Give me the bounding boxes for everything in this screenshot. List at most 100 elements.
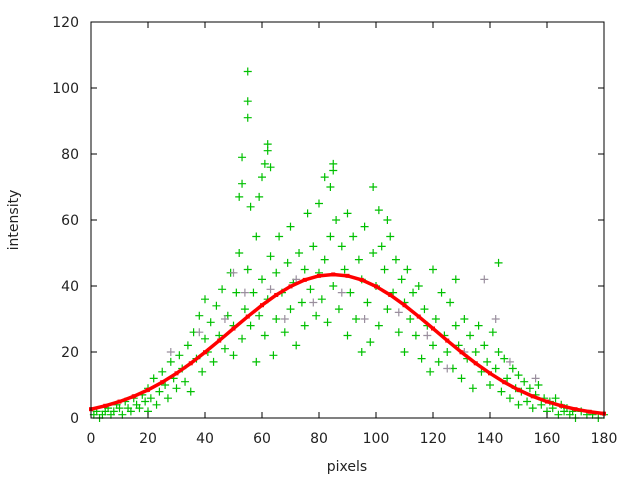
scatter-point xyxy=(480,341,489,350)
scatter-point xyxy=(446,298,455,307)
scatter-point xyxy=(514,400,523,409)
scatter-point xyxy=(360,315,369,323)
scatter-point xyxy=(525,384,534,393)
scatter-point xyxy=(260,331,269,340)
scatter-point xyxy=(357,348,366,356)
fit-point xyxy=(103,403,108,408)
scatter-point xyxy=(474,321,483,330)
fit-point xyxy=(317,273,321,278)
scatter-point xyxy=(317,295,326,304)
scatter-point xyxy=(466,331,475,340)
scatter-point xyxy=(397,275,406,284)
fit-point xyxy=(502,380,507,385)
scatter-point xyxy=(126,407,135,416)
scatter-point xyxy=(377,242,386,251)
fit-point xyxy=(431,326,435,331)
x-tick-label: 140 xyxy=(477,431,504,447)
scatter-point xyxy=(158,367,167,376)
data-layer xyxy=(89,67,608,422)
y-tick-label: 60 xyxy=(61,213,79,229)
y-axis-label: intensity xyxy=(6,190,22,251)
scatter-point xyxy=(343,331,352,340)
scatter-point xyxy=(374,206,383,215)
scatter-point xyxy=(468,384,477,393)
scatter-point xyxy=(243,265,252,274)
scatter-point xyxy=(272,268,281,277)
scatter-point xyxy=(400,348,409,356)
scatter-point xyxy=(292,341,301,350)
scatter-point xyxy=(218,285,227,294)
scatter-point xyxy=(386,232,395,241)
scatter-point xyxy=(423,331,432,340)
scatter-point xyxy=(374,321,383,330)
scatter-point xyxy=(417,354,426,363)
scatter-point xyxy=(369,249,378,257)
scatter-point xyxy=(514,371,523,380)
scatter-point xyxy=(166,348,175,356)
scatter-point xyxy=(323,318,332,327)
scatter-point xyxy=(286,305,295,314)
scatter-point xyxy=(198,367,207,376)
scatter-point xyxy=(346,288,355,297)
scatter-point xyxy=(426,367,435,376)
ticks xyxy=(90,21,605,419)
fit-point xyxy=(302,277,307,282)
scatter-point xyxy=(548,404,557,413)
scatter-point xyxy=(334,305,343,314)
scatter-point xyxy=(366,338,375,347)
fit-point xyxy=(473,361,478,366)
scatter-point xyxy=(369,183,378,191)
scatter-point xyxy=(471,348,480,356)
scatter-point xyxy=(283,258,292,267)
scatter-point xyxy=(109,407,118,416)
fit-point xyxy=(260,303,264,308)
scatter-point xyxy=(337,288,346,297)
scatter-point xyxy=(272,315,281,323)
scatter-point xyxy=(451,321,460,330)
x-tick-label: 40 xyxy=(196,431,214,447)
scatter-point xyxy=(149,374,158,383)
fit-point xyxy=(160,380,165,385)
fit-point xyxy=(174,371,179,376)
scatter-point xyxy=(297,298,306,307)
scatter-point xyxy=(118,410,127,419)
scatter-point xyxy=(303,209,312,218)
scatter-point xyxy=(135,404,144,413)
scatter-point xyxy=(431,315,440,323)
fit-point xyxy=(459,350,464,355)
x-tick-label: 120 xyxy=(420,431,447,447)
scatter-point xyxy=(520,377,529,386)
scatter-point xyxy=(300,265,309,274)
scatter-point xyxy=(320,255,329,264)
scatter-point xyxy=(437,288,446,297)
scatter-point xyxy=(266,285,275,294)
y-tick-label: 100 xyxy=(52,81,79,97)
scatter-point xyxy=(531,374,540,383)
fit-point xyxy=(545,399,549,404)
fit-point xyxy=(231,326,236,331)
y-tick-label: 0 xyxy=(70,411,79,427)
scatter-point xyxy=(275,232,284,241)
scatter-point xyxy=(329,282,338,290)
scatter-point xyxy=(483,357,492,366)
scatter-point xyxy=(295,249,304,257)
scatter-point xyxy=(280,328,289,337)
scatter-point xyxy=(363,298,372,307)
fit-point xyxy=(488,371,492,376)
scatter-point xyxy=(554,410,563,419)
fit-point xyxy=(245,314,250,319)
scatter-point xyxy=(240,305,249,314)
scatter-point xyxy=(155,387,164,396)
x-axis-label: pixels xyxy=(327,459,367,475)
scatter-point xyxy=(280,315,289,323)
scatter-point xyxy=(500,354,509,363)
scatter-point xyxy=(457,374,466,383)
scatter-point xyxy=(246,321,255,330)
scatter-point xyxy=(258,275,266,284)
x-tick-label: 180 xyxy=(591,431,618,447)
y-tick-label: 20 xyxy=(61,345,79,361)
scatter-point xyxy=(229,351,238,360)
scatter-point xyxy=(249,288,258,297)
scatter-point xyxy=(201,334,209,343)
scatter-point xyxy=(312,311,321,320)
